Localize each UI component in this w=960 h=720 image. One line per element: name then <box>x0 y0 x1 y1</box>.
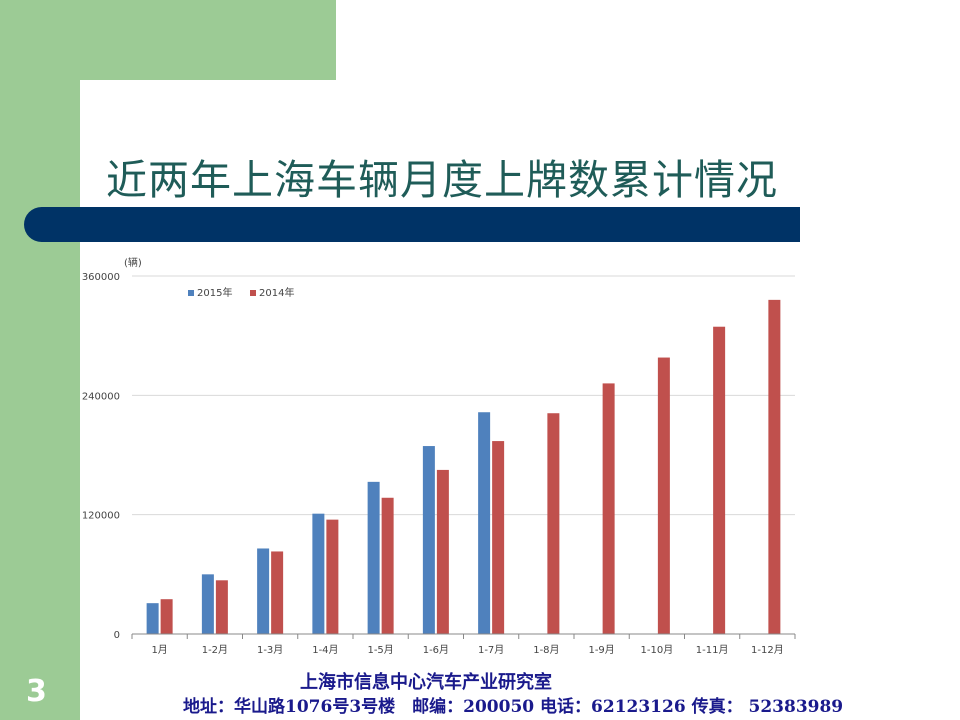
bar-2014年-1-10月 <box>657 357 670 634</box>
y-tick-label: 240000 <box>82 391 120 402</box>
x-tick-label: 1-10月 <box>641 644 674 656</box>
bar-2015年-1-7月 <box>478 412 491 634</box>
y-tick-label: 120000 <box>82 511 120 522</box>
legend: 2015年 2014年 <box>188 286 294 299</box>
bar-2015年-1-5月 <box>367 481 380 634</box>
legend-swatch-2015 <box>188 290 194 296</box>
bar-2015年-1-4月 <box>312 513 325 634</box>
y-tick-label: 360000 <box>82 272 120 283</box>
bar-2014年-1-5月 <box>381 497 394 634</box>
green-side-band <box>0 80 80 720</box>
bar-2014年-1-8月 <box>547 413 560 634</box>
bar-2014年-1-6月 <box>436 469 449 634</box>
x-tick-label: 1-7月 <box>478 644 504 656</box>
x-tick-label: 1-9月 <box>588 644 614 656</box>
footer-contact: 地址：华山路1076号3号楼 邮编：200050 电话：62123126 传真：… <box>183 697 844 717</box>
legend-label-2015: 2015年 <box>197 286 232 299</box>
y-axis-ticks: 0 120000 240000 360000 <box>82 272 120 641</box>
x-tick-label: 1-8月 <box>533 644 559 656</box>
bars <box>146 299 781 634</box>
x-tick-label: 1-11月 <box>696 644 729 656</box>
legend-label-2014: 2014年 <box>259 286 294 299</box>
slide-title: 近两年上海车辆月度上牌数累计情况 <box>106 156 778 204</box>
footer-organization: 上海市信息中心汽车产业研究室 <box>300 672 552 693</box>
bar-2014年-1-12月 <box>768 299 781 634</box>
green-corner-block <box>0 0 336 80</box>
x-tick-label: 1-2月 <box>202 644 228 656</box>
bar-2014年-1-7月 <box>492 441 505 634</box>
bar-2015年-1月 <box>146 603 159 634</box>
gridlines <box>132 275 795 516</box>
title-underline-bar <box>24 207 800 242</box>
legend-swatch-2014 <box>250 290 256 296</box>
x-axis-ticks: 1月 1-2月 1-3月 1-4月 1-5月 1-6月 1-7月 1-8月 1-9月 1-10月 1… <box>131 634 796 656</box>
bar-2015年-1-3月 <box>257 548 270 634</box>
bar-2014年-1-9月 <box>602 383 615 634</box>
bar-2014年-1-2月 <box>215 580 228 634</box>
x-tick-label: 1-4月 <box>312 644 338 656</box>
page-number: 3 <box>26 674 47 709</box>
x-tick-label: 1-5月 <box>367 644 393 656</box>
bar-2015年-1-2月 <box>201 574 214 634</box>
x-tick-label: 1-6月 <box>423 644 449 656</box>
bar-2014年-1-3月 <box>271 551 284 634</box>
bar-2014年-1月 <box>160 599 173 634</box>
bar-2014年-1-4月 <box>326 519 339 634</box>
y-tick-label: 0 <box>114 630 120 641</box>
x-tick-label: 1-3月 <box>257 644 283 656</box>
y-unit-label: (辆) <box>124 256 142 269</box>
bar-2014年-1-11月 <box>713 326 726 634</box>
x-tick-label: 1月 <box>151 644 167 656</box>
x-tick-label: 1-12月 <box>751 644 784 656</box>
bar-2015年-1-6月 <box>422 446 435 634</box>
bar-chart: 0 120000 240000 360000 1月 1-2月 1-3月 1-4月 1-5月 1-… <box>82 256 796 656</box>
